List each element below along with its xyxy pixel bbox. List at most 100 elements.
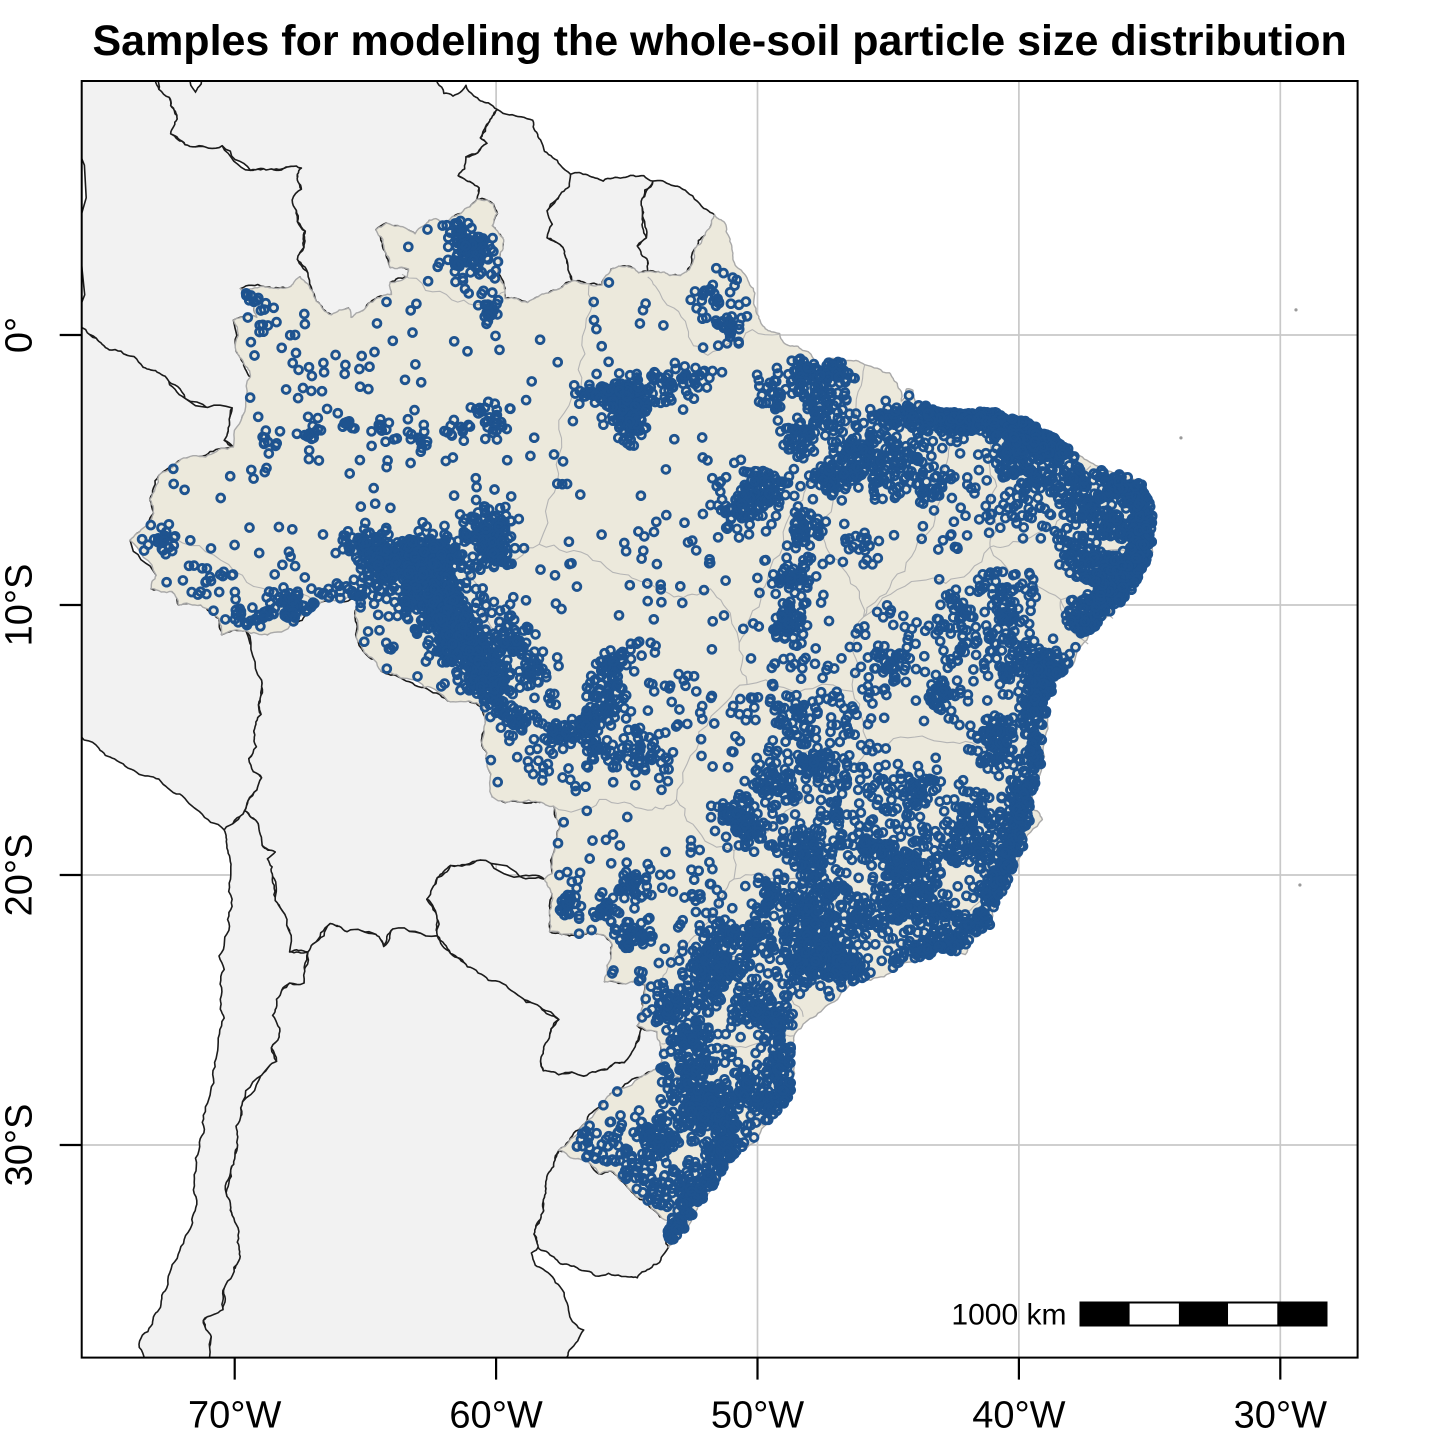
sample-point <box>613 368 625 379</box>
sample-point <box>205 575 217 587</box>
sample-point <box>495 722 507 733</box>
sample-point <box>432 592 443 604</box>
sample-point <box>530 629 541 640</box>
sample-point <box>525 679 537 691</box>
sample-point <box>470 494 482 506</box>
sample-point <box>422 588 434 599</box>
island-dot <box>1298 883 1302 887</box>
sample-point <box>344 545 355 557</box>
sample-point <box>192 589 204 600</box>
sample-point <box>477 635 488 646</box>
sample-point <box>490 330 501 342</box>
sample-point <box>479 504 490 516</box>
sample-point <box>201 563 213 574</box>
sample-point <box>579 390 591 402</box>
sample-point <box>159 535 170 546</box>
sample-point <box>477 612 489 624</box>
sample-point <box>492 698 503 709</box>
sample-point <box>411 628 423 640</box>
sample-point <box>400 583 412 594</box>
sample-point <box>482 310 494 322</box>
sample-point <box>361 537 372 548</box>
sample-point <box>553 660 564 672</box>
sample-point <box>405 428 417 440</box>
sample-point <box>251 295 263 306</box>
sample-point <box>386 585 397 596</box>
sample-point <box>460 577 472 589</box>
neighbor-countries <box>81 81 716 1358</box>
sample-point <box>507 645 518 657</box>
state-border <box>675 684 748 800</box>
state-border <box>681 878 735 948</box>
sample-point <box>341 416 353 428</box>
sample-point <box>482 299 494 310</box>
sample-point <box>451 648 463 660</box>
sample-point <box>242 312 254 323</box>
sample-point <box>483 504 495 515</box>
sample-point <box>240 287 252 299</box>
sample-point <box>525 670 537 682</box>
sample-point <box>520 658 531 670</box>
state-border <box>676 799 735 852</box>
sample-point <box>317 529 329 540</box>
sample-point <box>371 535 382 547</box>
sample-point <box>340 530 351 542</box>
sample-point <box>505 667 516 679</box>
sample-point <box>268 302 280 314</box>
sample-point <box>452 217 463 229</box>
sample-point <box>458 612 470 624</box>
sample-point <box>263 448 275 459</box>
sample-point <box>479 433 491 445</box>
state-border <box>647 276 779 356</box>
sample-point <box>372 591 384 603</box>
sample-points <box>136 215 1158 1245</box>
sample-point <box>408 579 420 591</box>
sample-point <box>437 220 448 231</box>
oceanic-islands <box>1179 308 1302 887</box>
sample-point <box>418 546 430 558</box>
sample-point <box>142 539 154 551</box>
sample-point <box>366 440 377 452</box>
sample-point <box>160 548 172 560</box>
sample-point <box>417 568 429 580</box>
sample-point <box>383 417 395 429</box>
sample-point <box>367 558 378 569</box>
sample-point <box>442 254 454 266</box>
sample-point <box>451 669 463 681</box>
sample-point <box>531 664 543 676</box>
sample-point <box>359 517 371 529</box>
sample-point <box>452 674 464 686</box>
sample-point <box>439 628 451 640</box>
sample-point <box>262 320 274 331</box>
sample-point <box>624 440 636 451</box>
sample-point <box>463 629 474 641</box>
map-title: Samples for modeling the whole-soil part… <box>92 17 1346 65</box>
sample-point <box>494 502 506 514</box>
sample-point <box>445 553 457 565</box>
sample-point <box>625 644 636 656</box>
sample-point <box>200 576 212 588</box>
sample-point <box>492 648 504 659</box>
sample-point <box>412 587 423 599</box>
sample-point <box>507 730 519 742</box>
lake-maracaibo <box>189 81 203 94</box>
sample-point <box>492 309 503 320</box>
sample-point <box>355 563 367 575</box>
sample-point <box>258 438 270 450</box>
sample-point <box>254 326 265 338</box>
island-dot <box>1294 308 1298 312</box>
state-border <box>863 546 991 618</box>
sample-point <box>389 596 401 608</box>
state-border <box>553 798 677 813</box>
sample-point <box>489 398 501 410</box>
country-chile <box>138 809 309 1358</box>
sample-point <box>625 434 637 446</box>
sample-point <box>568 379 580 391</box>
state-border <box>538 543 740 643</box>
sample-point <box>401 611 413 623</box>
sample-point <box>489 410 501 422</box>
sample-point <box>218 566 230 578</box>
sample-point <box>366 425 377 437</box>
state-border <box>738 477 825 685</box>
sample-point <box>213 586 225 598</box>
